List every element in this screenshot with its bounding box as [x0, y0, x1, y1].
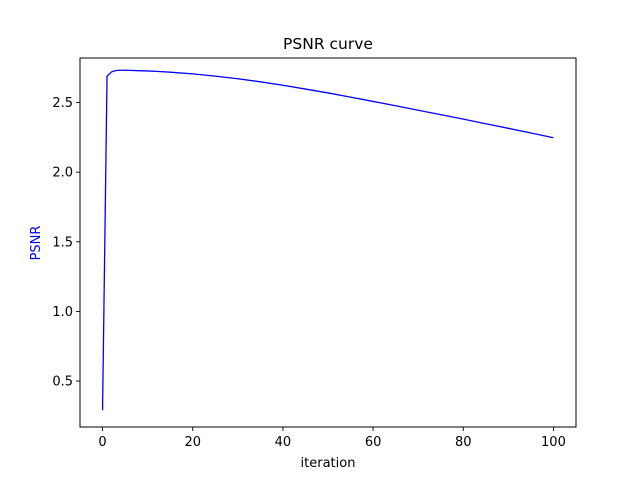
axes-frame [79, 57, 577, 428]
y-tick-label: 0.5 [52, 375, 73, 390]
x-tick-label: 60 [365, 435, 382, 450]
plot-area [101, 69, 554, 411]
x-tick-label: 40 [275, 435, 292, 450]
y-tick-label: 1.0 [52, 305, 73, 320]
y-tick-label: 1.5 [52, 235, 73, 250]
y-tick-label: 2.5 [52, 96, 73, 111]
x-tick-label: 100 [541, 435, 566, 450]
y-axis-ticks: 0.5 1.0 1.5 2.0 2.5 [52, 96, 80, 390]
x-axis-label: iteration [301, 456, 356, 471]
x-tick-label: 20 [184, 435, 201, 450]
psnr-line [101, 69, 554, 411]
y-tick-label: 2.0 [52, 166, 73, 181]
x-tick-label: 0 [98, 435, 106, 450]
x-axis-ticks: 0 20 40 60 80 100 [98, 427, 566, 450]
x-tick-label: 80 [455, 435, 472, 450]
chart-title: PSNR curve [283, 35, 373, 53]
y-axis-label: PSNR [29, 226, 44, 261]
